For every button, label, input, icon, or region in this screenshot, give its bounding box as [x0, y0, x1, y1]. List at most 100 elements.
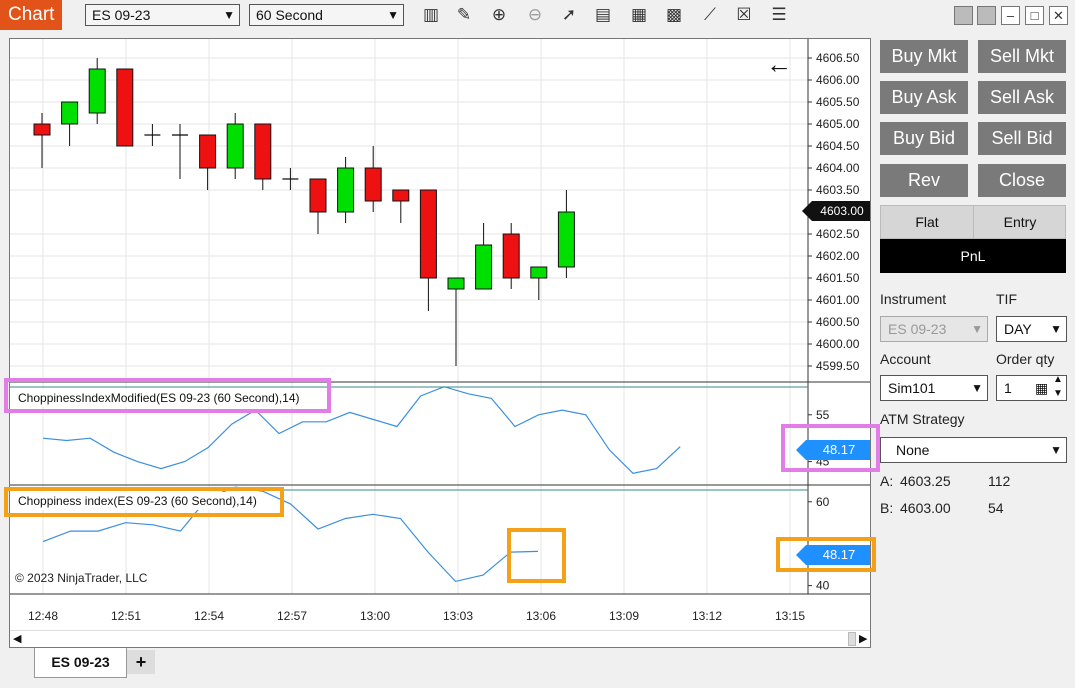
- tif-select[interactable]: DAY ▼: [996, 316, 1067, 342]
- calculator-icon[interactable]: ▦: [1035, 380, 1049, 396]
- price-axis-label: 4602.50: [816, 227, 860, 241]
- close-icon[interactable]: ✕: [1049, 6, 1068, 25]
- buy-ask-button[interactable]: Buy Ask: [880, 81, 968, 114]
- chevron-down-icon: ▼: [1050, 443, 1062, 457]
- candlesticks: [33, 58, 575, 366]
- buy-market-button[interactable]: Buy Mkt: [880, 40, 968, 73]
- chart-area[interactable]: 12:48 12:51 12:54 12:57 13:00 13:03 13:06 13:09…: [9, 38, 871, 648]
- maximize-icon[interactable]: □: [1025, 6, 1044, 25]
- line-tools-icon[interactable]: ⟋: [704, 5, 716, 24]
- zoom-out-icon[interactable]: ⊖: [527, 5, 543, 24]
- panel1-title: ChoppinessIndexModified(ES 09-23 (60 Sec…: [14, 389, 304, 407]
- buy-bid-button[interactable]: Buy Bid: [880, 122, 968, 155]
- account-label: Account: [880, 351, 931, 367]
- indicator-plots: [42, 386, 681, 583]
- reverse-button[interactable]: Rev: [880, 164, 968, 197]
- time-axis-label: 12:48: [28, 609, 58, 623]
- draw-pencil-icon[interactable]: ✎: [456, 5, 472, 24]
- axes: 12:48 12:51 12:54 12:57 13:00 13:03 13:06 13:09…: [10, 39, 870, 623]
- properties-icon[interactable]: ☒: [736, 5, 752, 24]
- time-axis-label: 13:00: [360, 609, 390, 623]
- candle-body: [61, 101, 79, 125]
- tile-icon[interactable]: [977, 6, 996, 25]
- interval-select-value: 60 Second: [256, 7, 323, 23]
- chevron-down-icon: ▼: [223, 8, 235, 22]
- candle-body: [337, 167, 355, 213]
- indicator-axis-label: 60: [816, 495, 830, 509]
- instrument-field[interactable]: ES 09-23 ▼: [880, 316, 988, 342]
- close-position-button[interactable]: Close: [978, 164, 1066, 197]
- pnl-display: PnL: [880, 239, 1066, 273]
- data-box-icon[interactable]: ▤: [594, 5, 612, 24]
- minimize-icon[interactable]: –: [1001, 6, 1020, 25]
- ask-size: 112: [988, 473, 1011, 489]
- qty-spinner-icon[interactable]: ▲ ▼: [1053, 374, 1063, 399]
- indicator-line: [42, 486, 539, 583]
- candle-body: [226, 123, 244, 169]
- copyright-text: © 2023 NinjaTrader, LLC: [15, 571, 148, 585]
- indicators-icon[interactable]: ▦: [630, 5, 648, 24]
- price-axis-label: 4599.50: [816, 359, 860, 373]
- candle-body: [309, 178, 327, 213]
- price-axis-label: 4604.00: [816, 161, 860, 175]
- candle-body: [254, 123, 272, 180]
- candle-body: [33, 123, 51, 136]
- bar-type-icon[interactable]: ▥: [422, 5, 440, 24]
- horizontal-scrollbar[interactable]: ◀ ▶: [10, 630, 870, 647]
- panel2-title: Choppiness index(ES 09-23 (60 Second),14…: [14, 492, 261, 510]
- bid-size: 54: [988, 500, 1004, 516]
- tab-es-09-23[interactable]: ES 09-23: [34, 648, 127, 678]
- time-axis-label: 12:54: [194, 609, 224, 623]
- scroll-thumb[interactable]: [848, 632, 856, 646]
- account-select[interactable]: Sim101 ▼: [880, 375, 988, 401]
- chart-canvas[interactable]: 12:48 12:51 12:54 12:57 13:00 13:03 13:06 13:09…: [10, 39, 871, 648]
- candle-body: [419, 189, 437, 279]
- indicator-axis-label: 55: [816, 408, 830, 422]
- candle-body: [88, 68, 106, 114]
- tile-icon[interactable]: [954, 6, 973, 25]
- atm-strategy-label: ATM Strategy: [880, 411, 965, 427]
- pointer-icon[interactable]: ➚: [561, 5, 577, 24]
- price-axis-label: 4601.50: [816, 271, 860, 285]
- sell-ask-button[interactable]: Sell Ask: [978, 81, 1066, 114]
- interval-select[interactable]: 60 Second ▼: [249, 4, 404, 26]
- order-qty-field[interactable]: 1 ▦ ▲ ▼: [996, 374, 1067, 401]
- time-axis-label: 13:15: [775, 609, 805, 623]
- time-axis-label: 13:12: [692, 609, 722, 623]
- panel2-value-tag: 48.17: [796, 545, 870, 565]
- candle-body: [364, 167, 382, 202]
- menu-icon[interactable]: ☰: [771, 5, 787, 24]
- panel1-value-tag: 48.17: [796, 440, 870, 460]
- candle-body: [116, 68, 134, 147]
- sell-market-button[interactable]: Sell Mkt: [978, 40, 1066, 73]
- ask-price: 4603.25: [900, 473, 951, 489]
- instrument-select[interactable]: ES 09-23 ▼: [85, 4, 240, 26]
- scroll-left-icon[interactable]: ◀: [13, 633, 22, 645]
- chevron-down-icon: ▼: [971, 381, 983, 395]
- position-entry-label: Entry: [1003, 214, 1037, 230]
- price-axis-label: 4606.50: [816, 51, 860, 65]
- time-axis-label: 12:57: [277, 609, 307, 623]
- sell-bid-button[interactable]: Sell Bid: [978, 122, 1066, 155]
- ask-label: A:: [880, 473, 894, 489]
- atm-strategy-select[interactable]: None ▼: [880, 437, 1067, 463]
- order-qty-label: Order qty: [996, 351, 1055, 367]
- chevron-down-icon: ▼: [387, 8, 399, 22]
- candle-body: [199, 134, 217, 169]
- grid: [10, 39, 808, 594]
- price-axis-label: 4606.00: [816, 73, 860, 87]
- time-axis-label: 12:51: [111, 609, 141, 623]
- add-tab-button[interactable]: +: [127, 650, 155, 674]
- tif-select-value: DAY: [1004, 321, 1032, 337]
- candle-body: [392, 189, 410, 202]
- scroll-right-icon[interactable]: ▶: [859, 633, 868, 645]
- back-arrow-icon[interactable]: ←: [766, 49, 792, 79]
- chart-title: Chart: [0, 0, 62, 30]
- indicator-axis-label: 40: [816, 579, 830, 593]
- strategies-icon[interactable]: ▩: [665, 5, 683, 24]
- zoom-in-icon[interactable]: ⊕: [491, 5, 507, 24]
- instrument-label: Instrument: [880, 291, 947, 307]
- order-qty-value: 1: [1004, 380, 1012, 396]
- price-axis-label: 4602.00: [816, 249, 860, 263]
- price-axis-label: 4601.00: [816, 293, 860, 307]
